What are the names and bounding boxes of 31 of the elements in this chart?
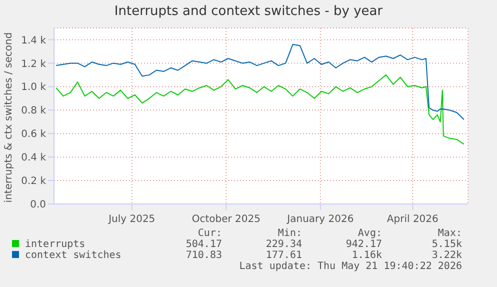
y-tick-label: 0.4 k — [21, 152, 46, 164]
y-tick-label: 1.2 k — [21, 58, 46, 70]
text: Min: — [276, 228, 302, 239]
text: 177.61 — [264, 250, 302, 261]
legend-label: context switches — [24, 250, 122, 261]
line-series — [56, 74, 464, 145]
line-series — [56, 44, 464, 120]
text: 710.83 — [184, 250, 222, 261]
y-tick-label: 0.8 k — [21, 106, 46, 117]
y-tick-label: 1.0 k — [21, 82, 46, 94]
text: Cur: — [196, 228, 222, 239]
y-tick-label: 0.6 k — [21, 129, 46, 140]
y-tick-label: 0.2 k — [21, 176, 46, 188]
x-tick-label: April 2026 — [386, 214, 438, 225]
text: 1.16k — [350, 250, 382, 261]
y-tick-label: 1.4 k — [21, 35, 46, 46]
y-axis-title: interrupts & ctx switches / second — [4, 32, 14, 202]
legend-label: interrupts — [24, 239, 86, 250]
y-tick-label: 0.0 — [30, 200, 46, 211]
x-tick-label: July 2025 — [108, 214, 156, 225]
text: 942.17 — [344, 239, 382, 250]
x-tick-label: January 2026 — [286, 214, 354, 225]
text: Last update: Thu May 21 19:40:22 2026 — [238, 261, 462, 272]
text: Max: — [436, 228, 462, 239]
text: Avg: — [356, 228, 382, 239]
x-tick-label: October 2025 — [192, 214, 260, 225]
chart-title: Interrupts and context switches - by year — [113, 4, 384, 21]
text: 504.17 — [184, 239, 222, 250]
text: 3.22k — [430, 250, 462, 261]
text: 5.15k — [430, 239, 462, 250]
text: 229.34 — [264, 239, 302, 250]
